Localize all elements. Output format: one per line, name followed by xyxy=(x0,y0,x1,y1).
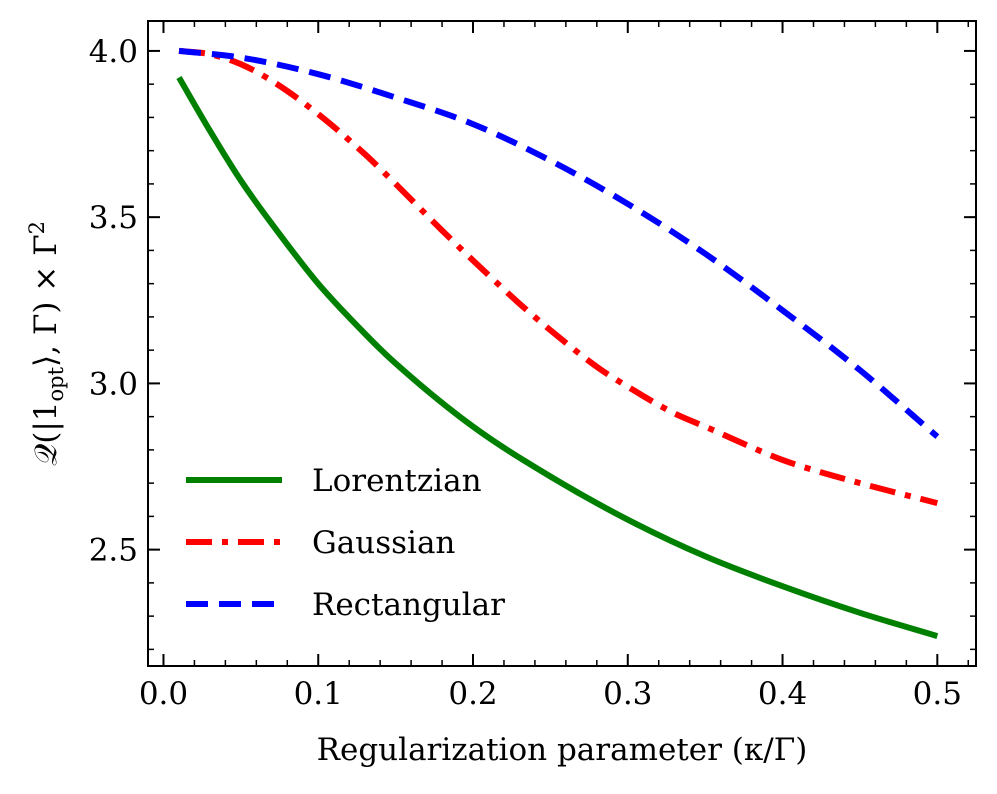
y-axis-label: 𝒬(|1opt⟩, Γ) × Γ2 xyxy=(25,221,68,466)
x-tick-label: 0.5 xyxy=(913,676,962,712)
plot-area xyxy=(176,47,940,639)
x-tick-label: 0.3 xyxy=(603,676,652,712)
y-axis-label-rest: ⟩, Γ) × Γ xyxy=(28,234,64,367)
y-axis-label-subscript: opt xyxy=(44,366,68,401)
x-tick-label: 0.2 xyxy=(448,676,497,712)
series-line-gaussian xyxy=(178,47,939,507)
x-tick-label: 0.0 xyxy=(139,676,188,712)
series-line-lorentzian xyxy=(176,75,939,639)
y-tick-label: 3.5 xyxy=(89,200,138,236)
y-tick-label: 2.5 xyxy=(89,533,138,569)
legend-label-lorentzian: Lorentzian xyxy=(312,463,482,499)
axes-frame xyxy=(147,20,977,667)
x-axis-label: Regularization parameter (κ/Γ) xyxy=(317,732,808,768)
y-tick-label: 4.0 xyxy=(89,34,138,70)
y-axis-label-superscript: 2 xyxy=(25,221,49,234)
tick-labels: 0.0 0.1 0.2 0.3 0.4 0.5 2.5 3.0 3.5 4.0 xyxy=(89,34,962,712)
legend-label-gaussian: Gaussian xyxy=(312,525,455,561)
series-line-rectangular xyxy=(178,47,940,439)
y-tick-label: 3.0 xyxy=(89,366,138,402)
x-tick-label: 0.1 xyxy=(294,676,343,712)
legend: Lorentzian Gaussian Rectangular xyxy=(186,463,505,623)
legend-label-rectangular: Rectangular xyxy=(312,587,505,623)
x-tick-label: 0.4 xyxy=(758,676,807,712)
y-axis-label-main: 𝒬(|1 xyxy=(28,401,64,466)
